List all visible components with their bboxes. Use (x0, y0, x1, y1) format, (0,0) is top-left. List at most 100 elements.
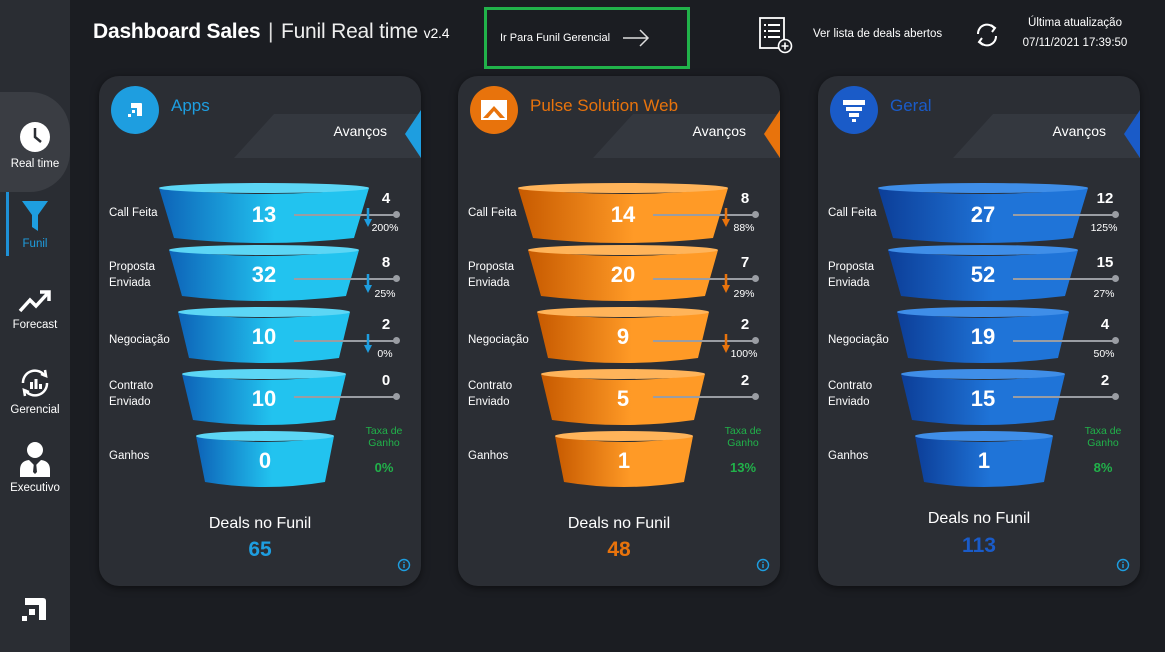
funnel-icon (22, 201, 48, 231)
funnel-value: 1 (617, 448, 631, 473)
funnel-segment[interactable]: 19 (897, 306, 1069, 364)
funnel-segment[interactable]: 52 (888, 244, 1078, 302)
funnel-segment[interactable]: 27 (878, 182, 1088, 244)
connector-dot (1112, 337, 1119, 344)
connector-dot (752, 211, 759, 218)
stage-label: Call Feita (828, 207, 877, 219)
deals-in-funnel-label: Deals no Funil (567, 515, 671, 532)
page-title: Dashboard Sales | Funil Real time v2.4 (93, 20, 450, 43)
connector-dot (393, 275, 400, 282)
stage-label: Negociação (828, 334, 889, 346)
card-header-shade (953, 114, 1140, 158)
deals-in-funnel-label: Deals no Funil (208, 515, 312, 532)
win-rate-value: 13% (729, 460, 757, 475)
funnel-segment[interactable]: 0 (196, 430, 334, 488)
goto-funil-gerencial-button[interactable]: Ir Para Funil Gerencial (484, 7, 690, 69)
advance-value: 12 (1096, 190, 1114, 207)
sidebar-item-executivo[interactable]: Executivo (0, 440, 70, 494)
funnel-value: 14 (610, 202, 636, 227)
funnel-segment[interactable]: 14 (518, 182, 728, 244)
pulse-logo-icon (470, 86, 518, 134)
funnel-segment-shape (541, 369, 705, 425)
sidebar-item-real-time[interactable]: Real time (0, 120, 70, 170)
sidebar-item-label: Funil (22, 238, 48, 250)
advance-value: 2 (381, 316, 391, 333)
funnel-segment[interactable]: 9 (537, 306, 709, 364)
funnel-segment[interactable]: 1 (555, 430, 693, 488)
funnel-segment-shape (196, 431, 334, 487)
stage-label: Negociação (109, 334, 170, 346)
advance-value: 7 (740, 254, 750, 271)
advance-value: 2 (740, 372, 750, 389)
funnel-segment[interactable]: 10 (178, 306, 350, 364)
funnel-value: 1 (977, 448, 991, 473)
funnel-segment[interactable]: 10 (182, 368, 346, 426)
funnel-value: 9 (616, 324, 630, 349)
conversion-percent: 200% (371, 222, 399, 234)
conversion-percent: 0% (377, 348, 393, 360)
conversion-percent: 100% (730, 348, 758, 360)
funnel-segment-shape (555, 431, 693, 487)
funnel-segment[interactable]: 1 (915, 430, 1053, 488)
conversion-percent: 125% (1090, 222, 1118, 234)
stage-label: Proposta Enviada (468, 261, 515, 289)
stage-label: Ganhos (828, 450, 869, 462)
connector-line (653, 278, 754, 280)
funnel-value: 20 (610, 262, 636, 287)
trend-up-icon (18, 290, 51, 313)
sidebar-item-forecast[interactable]: Forecast (0, 287, 70, 331)
funnel-segment-shape (537, 307, 709, 363)
funnel-card-apps: Apps Avanços Call Feita Proposta Enviada Neg… (99, 76, 421, 586)
sidebar-item-gerencial[interactable]: Gerencial (0, 366, 70, 416)
avancos-label: Avanços (333, 123, 387, 139)
sidebar-item-label: Executivo (10, 482, 60, 494)
apps-logo-icon (111, 86, 159, 134)
funnel-value: 19 (970, 324, 996, 349)
info-icon[interactable] (756, 558, 770, 572)
win-rate-label: Taxa de Ganho (724, 425, 762, 449)
connector-dot (752, 393, 759, 400)
last-update: Última atualização 07/11/2021 17:39:50 (1014, 13, 1136, 53)
deals-in-funnel-value: 113 (962, 534, 996, 557)
funnel-card-geral: Geral Avanços Call Feita Proposta Enviada Ne… (818, 76, 1140, 586)
card-title: Apps (171, 96, 210, 115)
advance-value: 8 (381, 254, 391, 271)
funnel-segment[interactable]: 13 (159, 182, 369, 244)
connector-line (294, 396, 395, 398)
company-logo-icon (22, 598, 46, 621)
stage-label: Contrato Enviado (828, 380, 873, 408)
open-deals-list-link[interactable]: Ver lista de deals abertos (813, 28, 943, 40)
connector-dot (752, 337, 759, 344)
deals-in-funnel-value: 65 (248, 538, 272, 561)
chart-cycle-icon (21, 369, 49, 397)
sidebar-item-label: Forecast (12, 319, 58, 331)
avancos-label: Avanços (1052, 123, 1106, 139)
list-add-icon[interactable] (757, 16, 793, 54)
funnel-value: 32 (251, 262, 277, 287)
funnel-segment[interactable]: 32 (169, 244, 359, 302)
arrow-down-icon (364, 208, 372, 227)
connector-line (1013, 396, 1114, 398)
sidebar-item-funil[interactable]: Funil (0, 198, 70, 250)
funnel-segment-shape (888, 245, 1078, 301)
win-rate-value: 8% (1093, 460, 1113, 475)
connector-dot (1112, 275, 1119, 282)
funnel-value: 27 (970, 202, 996, 227)
stage-label: Call Feita (468, 207, 517, 219)
conversion-percent: 29% (733, 288, 755, 300)
info-icon[interactable] (397, 558, 411, 572)
funnel-segment[interactable]: 5 (541, 368, 705, 426)
arrow-down-icon (722, 208, 730, 227)
connector-line (294, 214, 395, 216)
connector-line (653, 214, 754, 216)
advance-value: 2 (1100, 372, 1110, 389)
refresh-icon[interactable] (974, 22, 1000, 48)
info-icon[interactable] (1116, 558, 1130, 572)
funnel-segment[interactable]: 15 (901, 368, 1065, 426)
funnel-segment[interactable]: 20 (528, 244, 718, 302)
conversion-percent: 50% (1093, 348, 1115, 360)
advance-value: 2 (740, 316, 750, 333)
advance-value: 4 (381, 190, 391, 207)
arrow-down-icon (722, 274, 730, 293)
conversion-percent: 27% (1093, 288, 1115, 300)
